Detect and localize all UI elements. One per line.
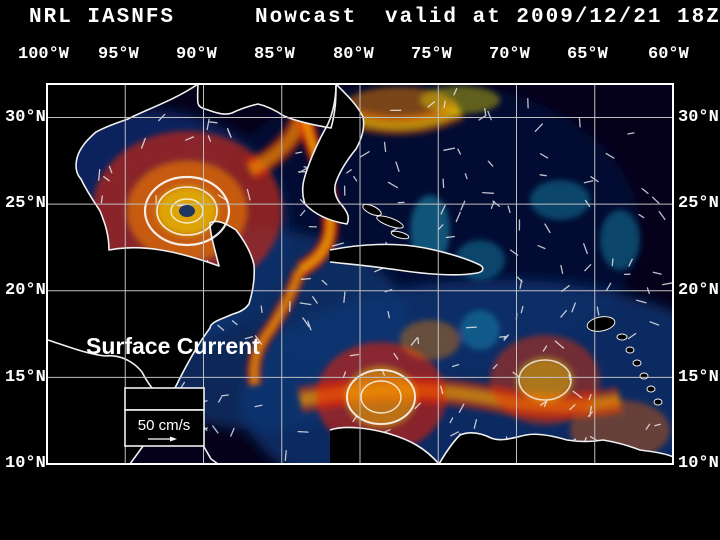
svg-text:50 cm/s: 50 cm/s — [138, 417, 191, 434]
